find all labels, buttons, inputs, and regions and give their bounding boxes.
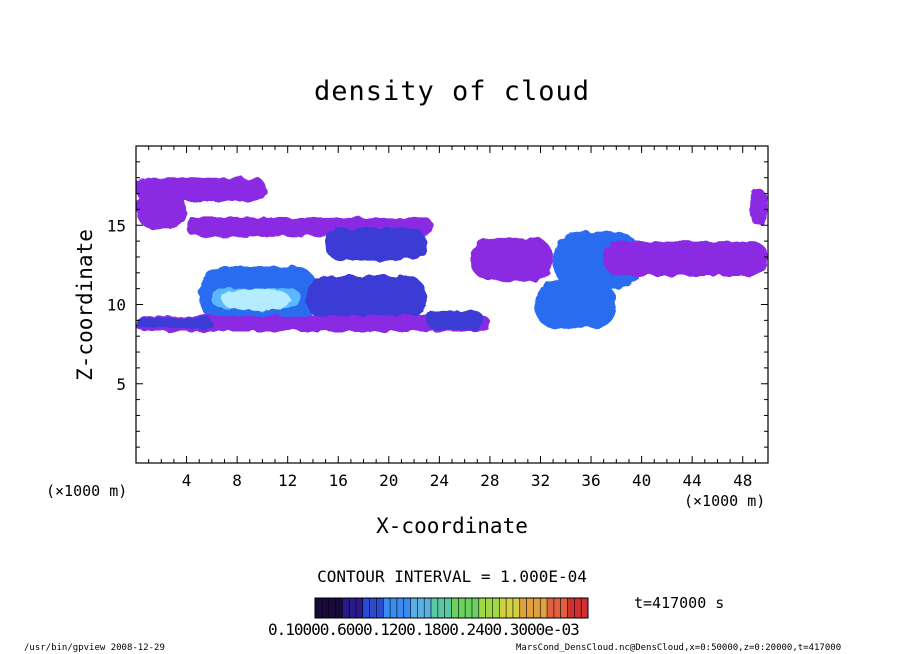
colorbar-cell <box>465 598 473 618</box>
cloud-region-13 <box>534 280 617 329</box>
x-tick-label: 32 <box>531 471 550 490</box>
colorbar-cell <box>553 598 562 618</box>
x-tick-label: 16 <box>329 471 348 490</box>
colorbar-cell <box>444 598 452 618</box>
colorbar-cell <box>342 598 350 618</box>
colorbar-cell <box>390 598 398 618</box>
cloud-region-14 <box>603 241 768 276</box>
colorbar-cell <box>431 598 439 618</box>
colorbar-cell <box>383 598 391 618</box>
colorbar-cell <box>417 598 425 618</box>
colorbar-cell <box>458 598 466 618</box>
x-tick-label: 12 <box>278 471 297 490</box>
cloud-region-2 <box>136 190 187 229</box>
x-tick-label: 48 <box>733 471 752 490</box>
colorbar-cell <box>315 598 323 618</box>
z-tick-label: 15 <box>107 216 126 235</box>
cloud-core-highlight <box>221 288 291 311</box>
cloud-region-15 <box>749 188 768 226</box>
contour-interval-label: CONTOUR INTERVAL = 1.000E-04 <box>317 567 587 586</box>
colorbar-cell <box>547 598 555 618</box>
colorbar-cell <box>533 598 541 618</box>
cloud-region-7 <box>306 275 427 321</box>
colorbar-cell <box>396 598 405 618</box>
colorbar-cell <box>403 598 412 618</box>
time-label: t=417000 s <box>634 594 725 612</box>
colorbar-cell <box>471 598 480 618</box>
colorbar-cell <box>526 598 534 618</box>
z-tick-label: 10 <box>107 296 126 315</box>
x-axis-unit-left: (×1000 m) <box>46 482 128 500</box>
x-tick-label: 20 <box>379 471 398 490</box>
colorbar-cell <box>369 598 377 618</box>
colorbar-cell <box>492 598 500 618</box>
colorbar-cell <box>451 598 459 618</box>
colorbar-cell <box>424 598 432 618</box>
x-tick-label: 40 <box>632 471 651 490</box>
x-tick-label: 24 <box>430 471 449 490</box>
x-tick-label: 28 <box>480 471 499 490</box>
colorbar-cell <box>519 598 528 618</box>
colorbar-cell <box>574 598 582 618</box>
colorbar-cell <box>321 598 330 618</box>
colorbar-cell <box>355 598 364 618</box>
x-tick-label: 36 <box>581 471 600 490</box>
colorbar-cell <box>506 598 514 618</box>
colorbar-cell <box>512 598 521 618</box>
colorbar-frame <box>314 597 589 619</box>
chart-title: density of cloud <box>313 76 591 107</box>
z-tick-label: 5 <box>116 375 126 394</box>
x-tick-label: 8 <box>232 471 242 490</box>
colorbar-cell <box>485 598 493 618</box>
colorbar-cell <box>581 598 589 618</box>
x-axis-unit-right: (×1000 m) <box>684 492 766 510</box>
cloud-region-9 <box>136 317 212 329</box>
cloud-region-8 <box>136 315 490 332</box>
colorbar-cell <box>328 598 336 618</box>
footer-program-info: /usr/bin/gpview 2008-12-29 <box>24 643 165 653</box>
x-tick-label: 4 <box>182 471 192 490</box>
colorbar-cell <box>410 598 418 618</box>
colorbar-cell <box>567 598 575 618</box>
colorbar-cell <box>362 598 371 618</box>
cloud-region-11 <box>470 237 554 281</box>
colorbar-cell <box>349 598 357 618</box>
colorbar-cell <box>335 598 343 618</box>
colorbar-cell <box>437 598 446 618</box>
x-axis-label: X-coordinate <box>376 514 528 538</box>
colorbar-cell <box>376 598 384 618</box>
cloud-region-10 <box>426 310 484 330</box>
colorbar-cell <box>540 598 548 618</box>
x-tick-label: 44 <box>683 471 702 490</box>
cloud-region-4 <box>325 228 427 261</box>
colorbar-cell <box>478 598 487 618</box>
colorbar-cell <box>499 598 507 618</box>
colorbar-labels: 0.10000.6000.1200.1800.2400.3000e-03 <box>268 620 580 639</box>
colorbar-cell <box>560 598 569 618</box>
footer-file-info: MarsCond_DensCloud.nc@DensCloud,x=0:5000… <box>516 643 842 653</box>
